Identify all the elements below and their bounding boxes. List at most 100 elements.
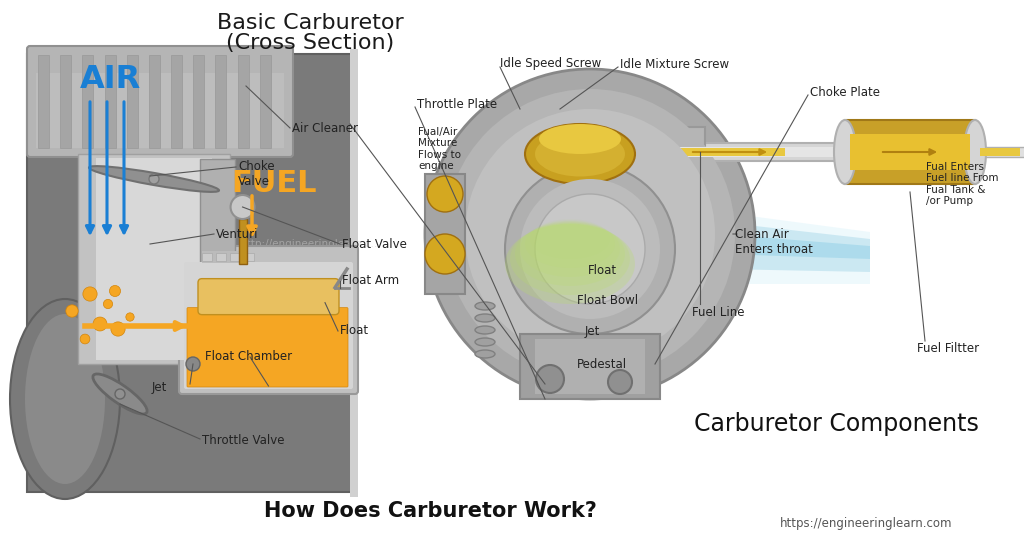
Circle shape [109, 285, 121, 297]
Text: Pedestal: Pedestal [577, 357, 627, 370]
Circle shape [425, 69, 755, 399]
Circle shape [445, 89, 735, 379]
Bar [127, 55, 137, 148]
Text: Throttle Plate: Throttle Plate [417, 98, 497, 110]
Bar [230, 253, 240, 261]
Text: Jet: Jet [585, 326, 600, 338]
Circle shape [505, 164, 675, 334]
Ellipse shape [25, 314, 105, 484]
Bar [535, 339, 645, 394]
FancyBboxPatch shape [184, 262, 353, 389]
Text: Clean Air
Enters throat: Clean Air Enters throat [735, 228, 813, 256]
Text: Fuel Line: Fuel Line [692, 306, 744, 319]
Text: Fuel Filtter: Fuel Filtter [918, 342, 979, 356]
Bar [244, 253, 254, 261]
Bar [850, 134, 970, 170]
Ellipse shape [510, 223, 630, 295]
Text: http://engineeringlearn.c...: http://engineeringlearn.c... [240, 239, 380, 249]
Bar [650, 127, 705, 177]
Ellipse shape [475, 302, 495, 310]
Ellipse shape [834, 120, 856, 184]
Bar [665, 147, 865, 157]
Ellipse shape [475, 338, 495, 346]
Ellipse shape [475, 326, 495, 334]
Circle shape [520, 179, 660, 319]
Bar [202, 253, 212, 261]
Circle shape [536, 365, 564, 393]
Circle shape [608, 370, 632, 394]
Bar [665, 148, 785, 156]
Bar [660, 143, 870, 161]
Circle shape [103, 300, 113, 308]
Ellipse shape [93, 374, 147, 414]
Polygon shape [27, 54, 355, 492]
Bar [215, 55, 226, 148]
Bar [194, 55, 204, 148]
Text: Idle Speed Screw: Idle Speed Screw [500, 58, 601, 71]
Text: FUEL: FUEL [231, 169, 316, 198]
Text: Float Valve: Float Valve [342, 238, 407, 251]
Circle shape [113, 324, 123, 334]
Ellipse shape [525, 124, 635, 184]
Text: Jet: Jet [152, 381, 167, 393]
Polygon shape [720, 212, 870, 284]
Ellipse shape [525, 220, 615, 268]
Circle shape [81, 335, 89, 343]
Bar [104, 55, 116, 148]
Circle shape [150, 174, 159, 184]
Bar [82, 55, 93, 148]
Bar [78, 154, 230, 364]
Bar [238, 55, 249, 148]
Text: Basic Carburetor: Basic Carburetor [217, 13, 403, 33]
Text: Fual/Air
Mixture
Flows to
engine: Fual/Air Mixture Flows to engine [418, 127, 461, 171]
Ellipse shape [520, 221, 620, 277]
Ellipse shape [515, 222, 625, 286]
Text: Float Bowl: Float Bowl [577, 294, 638, 307]
Bar [239, 219, 247, 264]
Bar [202, 251, 239, 263]
Text: Throttle Valve: Throttle Valve [202, 434, 285, 447]
Circle shape [427, 176, 463, 212]
Text: Air Cleaner: Air Cleaner [292, 121, 358, 135]
Text: How Does Carburetor Work?: How Does Carburetor Work? [263, 501, 596, 521]
Text: Idle Mixture Screw: Idle Mixture Screw [620, 58, 729, 71]
Ellipse shape [475, 350, 495, 358]
Ellipse shape [964, 120, 986, 184]
Bar [260, 55, 270, 148]
Bar [38, 55, 49, 148]
Ellipse shape [89, 166, 219, 192]
Polygon shape [720, 234, 870, 259]
Ellipse shape [10, 299, 120, 499]
Bar [200, 159, 234, 263]
Text: Float Arm: Float Arm [342, 274, 399, 287]
FancyBboxPatch shape [179, 246, 358, 394]
Circle shape [115, 389, 125, 399]
Circle shape [65, 303, 79, 319]
Circle shape [186, 357, 200, 371]
Bar [148, 55, 160, 148]
Text: (Cross Section): (Cross Section) [226, 33, 394, 53]
Bar [216, 253, 226, 261]
Bar [980, 147, 1024, 157]
Circle shape [465, 109, 715, 359]
Text: Venturi: Venturi [216, 227, 258, 240]
Text: https://engineeringlearn.com: https://engineeringlearn.com [779, 517, 952, 530]
Text: AIR: AIR [80, 64, 140, 94]
Circle shape [93, 317, 108, 331]
Text: Float Chamber: Float Chamber [205, 350, 292, 363]
Bar [845, 120, 975, 184]
Circle shape [123, 310, 137, 324]
Bar [36, 73, 284, 148]
Bar [350, 49, 358, 497]
Bar [425, 174, 465, 294]
Bar [980, 148, 1020, 156]
Text: Float: Float [588, 265, 617, 278]
FancyBboxPatch shape [27, 46, 293, 157]
Text: Carburetor Components: Carburetor Components [693, 412, 979, 436]
Bar [60, 55, 72, 148]
Ellipse shape [505, 224, 635, 304]
Bar [171, 55, 182, 148]
Ellipse shape [475, 314, 495, 322]
Text: Choke
Valve: Choke Valve [238, 160, 274, 188]
Text: Fual Enters
Fuel line From
Fual Tank &
/or Pump: Fual Enters Fuel line From Fual Tank & /… [926, 162, 998, 206]
